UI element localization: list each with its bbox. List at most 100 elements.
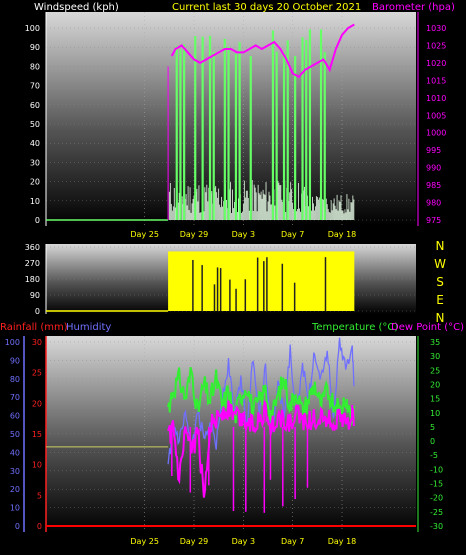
barometer-tick-label: 1005: [426, 111, 446, 120]
wind-tick-label: 30: [30, 158, 40, 167]
direction-tick-label: 360: [25, 243, 40, 252]
temp-tick-label: 15: [430, 395, 440, 404]
humidity-axis-label: Humidity: [66, 322, 111, 333]
compass-label: S: [436, 275, 444, 289]
temp-tick-label: 0: [430, 437, 435, 446]
temp-tick-label: -25: [430, 508, 443, 517]
dewpoint-axis-label: Dew Point (°C): [391, 322, 464, 333]
direction-gap: [256, 257, 259, 311]
x-tick-label: Day 29: [180, 537, 209, 546]
temp-tick-label: 25: [430, 366, 440, 375]
rain-tick-label: 20: [32, 399, 42, 408]
temperature-line: [167, 367, 355, 427]
direction-gap: [201, 265, 203, 311]
rain-tick-label: 10: [32, 461, 42, 470]
temp-tick-label: -15: [430, 480, 443, 489]
wind-axis-label: Windspeed (kph): [34, 2, 119, 13]
barometer-tick-label: 1015: [426, 76, 446, 85]
humidity-tick-label: 60: [10, 412, 20, 421]
humidity-tick-label: 40: [10, 448, 20, 457]
barometer-tick-label: 1025: [426, 41, 446, 50]
humidity-tick-label: 30: [10, 467, 20, 476]
x-tick-label: Day 3: [232, 537, 255, 546]
barometer-tick-label: 1020: [426, 59, 446, 68]
barometer-axis-label: Barometer (hpa): [372, 2, 455, 13]
x-tick-label: Day 29: [180, 230, 209, 239]
rain-tick-label: 5: [37, 491, 42, 500]
wind-barometer-chart: 1009080706050403020100103010251020101510…: [25, 12, 446, 239]
rain-tick-label: 25: [32, 369, 42, 378]
compass-label: W: [434, 257, 446, 271]
compass-label: N: [436, 311, 445, 325]
rain-tick-label: 15: [32, 430, 42, 439]
x-tick-label: Day 7: [281, 537, 304, 546]
direction-gap: [266, 257, 268, 311]
barometer-tick-label: 990: [426, 164, 441, 173]
temp-tick-label: 10: [430, 409, 440, 418]
rain-axis-label: Rainfall (mm): [0, 322, 68, 333]
compass-label: E: [436, 293, 444, 307]
rain-tick-label: 30: [32, 338, 42, 347]
direction-tick-label: 180: [25, 275, 40, 284]
barometer-line: [170, 23, 355, 79]
x-tick-label: Day 3: [232, 230, 255, 239]
barometer-tick-label: 975: [426, 216, 441, 225]
temp-tick-label: -30: [430, 522, 443, 531]
humidity-tick-label: 0: [15, 522, 20, 531]
temp-tick-label: -5: [430, 451, 438, 460]
direction-gap: [192, 259, 194, 311]
wind-tick-label: 60: [30, 101, 40, 110]
direction-gap: [244, 279, 247, 311]
wind-tick-label: 100: [25, 24, 40, 33]
direction-gap: [219, 268, 222, 311]
direction-gap: [235, 288, 237, 311]
temp-tick-label: 5: [430, 423, 435, 432]
wind-tick-label: 80: [30, 62, 40, 71]
barometer-tick-label: 1000: [426, 129, 446, 138]
rain-tick-label: 0: [37, 522, 42, 531]
direction-tick-label: 0: [35, 307, 40, 316]
direction-tick-label: 90: [30, 291, 40, 300]
wind-tick-label: 20: [30, 178, 40, 187]
barometer-tick-label: 1030: [426, 24, 446, 33]
direction-tick-label: 270: [25, 259, 40, 268]
compass-label: N: [436, 239, 445, 253]
direction-gap: [213, 284, 216, 311]
direction-gap: [293, 282, 296, 311]
x-tick-label: Day 18: [328, 230, 357, 239]
direction-gap: [229, 279, 231, 311]
temperature-axis-label: Temperature (°C): [311, 322, 398, 333]
chart-title: Current last 30 days 20 October 2021: [172, 2, 361, 13]
wind-tick-label: 50: [30, 120, 40, 129]
temperature-humidity-chart: 1009080706050403020100302520151050353025…: [5, 336, 443, 546]
temp-tick-label: 20: [430, 380, 440, 389]
direction-gap: [324, 257, 327, 311]
x-tick-label: Day 7: [281, 230, 304, 239]
direction-gap: [216, 267, 219, 311]
humidity-tick-label: 10: [10, 504, 20, 513]
x-tick-label: Day 25: [130, 537, 159, 546]
direction-gap: [263, 261, 265, 311]
temp-tick-label: 35: [430, 338, 440, 347]
humidity-tick-label: 80: [10, 375, 20, 384]
wind-tick-label: 0: [35, 216, 40, 225]
x-tick-label: Day 25: [130, 230, 159, 239]
barometer-tick-label: 1010: [426, 94, 446, 103]
humidity-tick-label: 70: [10, 393, 20, 402]
humidity-tick-label: 20: [10, 485, 20, 494]
wind-tick-label: 70: [30, 82, 40, 91]
humidity-tick-label: 90: [10, 356, 20, 365]
temp-tick-label: -20: [430, 494, 443, 503]
wind-tick-label: 10: [30, 197, 40, 206]
barometer-tick-label: 995: [426, 146, 441, 155]
wind-tick-label: 90: [30, 43, 40, 52]
humidity-tick-label: 100: [5, 338, 20, 347]
wind-panel-bg: [46, 12, 416, 226]
x-tick-label: Day 18: [328, 537, 357, 546]
direction-gap: [281, 263, 284, 311]
wind-tick-label: 40: [30, 139, 40, 148]
barometer-tick-label: 980: [426, 199, 441, 208]
direction-fill: [168, 251, 355, 311]
